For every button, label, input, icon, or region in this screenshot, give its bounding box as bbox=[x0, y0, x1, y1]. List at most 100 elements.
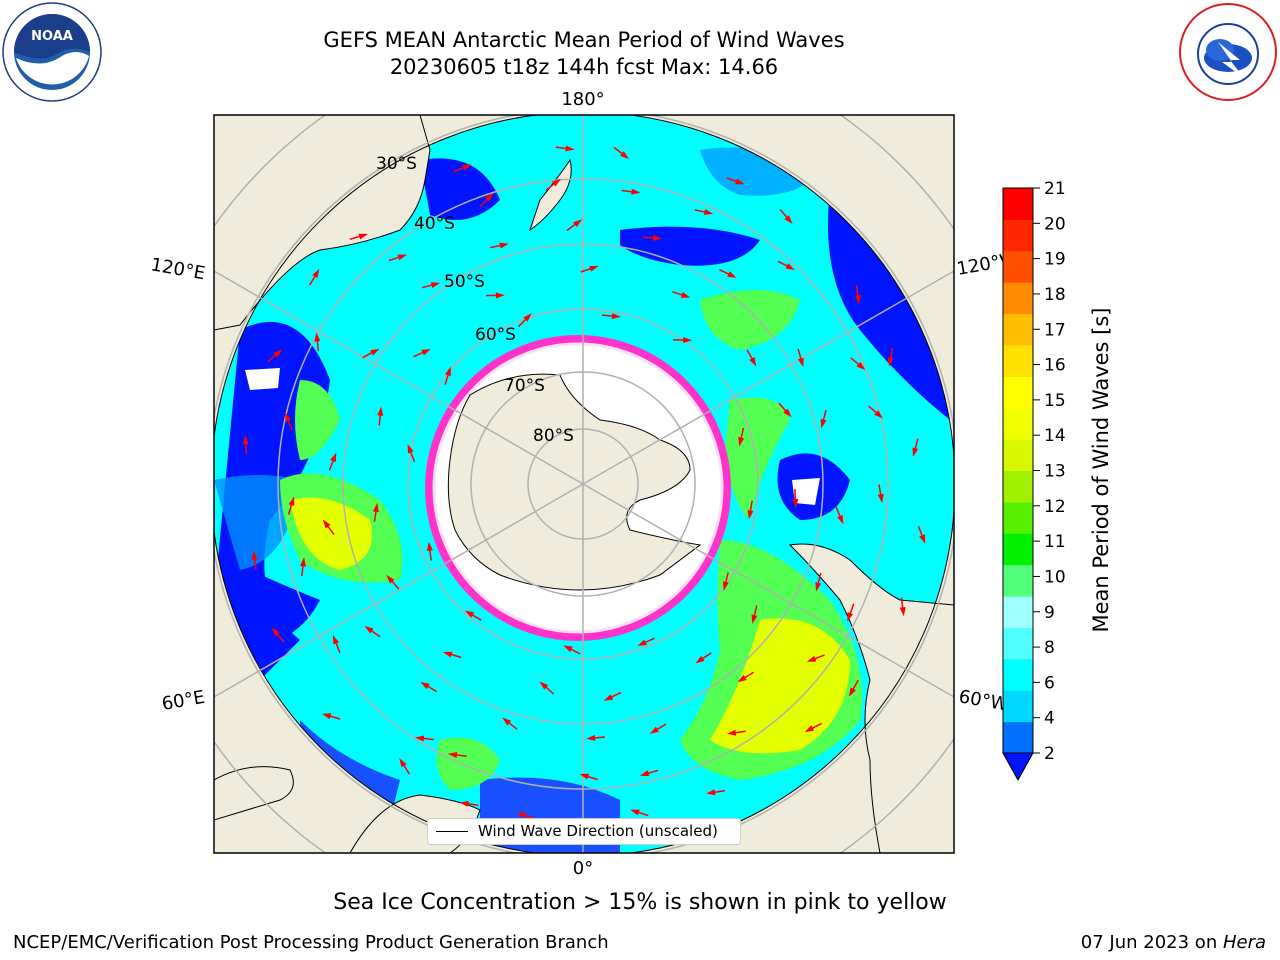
wave-direction-arrowhead bbox=[414, 735, 425, 742]
colorbar-tick-label: 13 bbox=[1044, 462, 1066, 482]
wave-direction-arrowhead bbox=[649, 726, 659, 734]
wave-direction-arrowhead bbox=[516, 812, 527, 819]
wave-direction-arrowhead bbox=[631, 188, 641, 195]
credit-left: NCEP/EMC/Verification Post Processing Pr… bbox=[13, 932, 609, 953]
wave-direction-arrowhead bbox=[447, 752, 458, 758]
chart-subtitle: 20230605 t18z 144h fcst Max: 14.66 bbox=[389, 55, 779, 79]
lon-label-top: 180° bbox=[561, 89, 604, 110]
colorbar-segment bbox=[1003, 219, 1033, 252]
wave-direction-arrowhead bbox=[804, 725, 815, 733]
wave-direction-arrowhead bbox=[426, 541, 433, 551]
wave-direction-arrowhead bbox=[495, 292, 505, 299]
wave-direction-arrowhead bbox=[314, 332, 321, 342]
legend-line-swatch bbox=[436, 831, 468, 832]
colorbar-segment bbox=[1003, 596, 1033, 628]
wave-direction-arrowhead bbox=[653, 234, 663, 241]
wave-direction-arrowhead bbox=[847, 612, 854, 622]
map-frame bbox=[213, 114, 955, 854]
wave-direction-arrowhead bbox=[703, 209, 714, 215]
chart-title: GEFS MEAN Antarctic Mean Period of Wind … bbox=[323, 28, 845, 52]
wave-direction-arrowhead bbox=[330, 452, 337, 463]
wave-direction-arrowhead bbox=[747, 510, 754, 520]
wave-direction-arrowhead bbox=[312, 268, 320, 278]
wave-direction-arrowhead bbox=[502, 717, 512, 726]
wave-direction-arrowhead bbox=[695, 655, 705, 664]
wave-direction-arrowhead bbox=[726, 729, 737, 736]
wave-direction-arrowhead bbox=[579, 773, 590, 780]
colorbar-segment bbox=[1003, 376, 1033, 409]
colorbar-segment bbox=[1003, 470, 1033, 503]
colorbar-tick-label: 15 bbox=[1044, 391, 1066, 411]
wave-direction-arrowhead bbox=[499, 242, 509, 249]
lon-label-bottom: 0° bbox=[573, 858, 593, 879]
colorbar-segment bbox=[1003, 627, 1033, 660]
wave-direction-arrowhead bbox=[462, 164, 472, 171]
wave-direction-arrowhead bbox=[377, 406, 384, 416]
colorbar-segment bbox=[1003, 313, 1033, 346]
wave-direction-arrowhead bbox=[421, 349, 431, 356]
south-america-landmass bbox=[788, 543, 954, 853]
wave-direction-arrowhead bbox=[300, 557, 306, 567]
colorbar-tick-label: 19 bbox=[1044, 250, 1066, 270]
colorbar-tick-label: 17 bbox=[1044, 320, 1066, 340]
colorbar-segment bbox=[1003, 690, 1033, 723]
wave-direction-arrowhead bbox=[322, 519, 331, 529]
wave-direction-arrowhead bbox=[442, 651, 453, 658]
colorbar-segment bbox=[1003, 721, 1033, 754]
credit-date: 07 Jun 2023 on bbox=[1080, 932, 1223, 953]
credit-machine: Hera bbox=[1222, 932, 1266, 953]
wave-direction-arrowhead bbox=[806, 655, 817, 662]
wave-direction-arrowhead bbox=[837, 514, 844, 525]
wave-direction-arrowhead bbox=[820, 418, 827, 429]
wave-direction-arrowhead bbox=[603, 694, 614, 701]
colorbar-segment bbox=[1003, 533, 1033, 566]
lat-label-60s: 60°S bbox=[475, 325, 516, 345]
wave-direction-arrowhead bbox=[586, 735, 596, 741]
wave-direction-arrowhead bbox=[523, 313, 532, 322]
wave-direction-arrowhead bbox=[370, 348, 380, 356]
wave-direction-arrowhead bbox=[552, 178, 561, 187]
sea-ice-footnote: Sea Ice Concentration > 15% is shown in … bbox=[333, 890, 947, 915]
wave-direction-arrowhead bbox=[856, 361, 866, 370]
colorbar-tick-label: 10 bbox=[1044, 567, 1066, 587]
wave-direction-arrowhead bbox=[899, 607, 906, 617]
wave-direction-arrowhead bbox=[630, 809, 640, 816]
wave-direction-arrowhead bbox=[285, 412, 292, 422]
wave-direction-arrowhead bbox=[464, 610, 475, 618]
noaa-logo: NOAA bbox=[2, 2, 102, 102]
lon-label-upper-left: 120°E bbox=[149, 254, 207, 284]
wave-direction-arrowhead bbox=[459, 800, 469, 807]
colorbar-label: Mean Period of Wind Waves [s] bbox=[1089, 308, 1113, 633]
wave-direction-arrowhead bbox=[407, 444, 414, 454]
australia-landmass bbox=[214, 115, 431, 331]
wave-direction-arrowhead bbox=[727, 271, 737, 278]
credit-right: 07 Jun 2023 on Hera bbox=[1081, 932, 1266, 953]
colorbar-tick-label: 2 bbox=[1044, 744, 1055, 764]
wave-direction-arrowhead bbox=[563, 645, 573, 653]
colorbar-tick-label: 16 bbox=[1044, 356, 1066, 376]
lat-label-70s: 70°S bbox=[504, 376, 545, 396]
wave-direction-arrowhead bbox=[737, 674, 747, 683]
wave-direction-arrowhead bbox=[565, 145, 575, 152]
colorbar-segment bbox=[1003, 439, 1033, 471]
colorbar-tick-label: 9 bbox=[1044, 603, 1055, 623]
wave-direction-arrowhead bbox=[420, 681, 430, 690]
wave-direction-arrowhead bbox=[445, 366, 451, 377]
wave-direction-arrowhead bbox=[386, 574, 395, 584]
colorbar-segment bbox=[1003, 658, 1033, 691]
wave-direction-arrowhead bbox=[364, 625, 374, 634]
colorbar-tick-label: 8 bbox=[1044, 638, 1055, 658]
wave-direction-arrowhead bbox=[397, 254, 407, 261]
wave-direction-arrowhead bbox=[797, 357, 804, 368]
wave-direction-arrowhead bbox=[321, 713, 332, 720]
wave-direction-arrowhead bbox=[854, 295, 861, 305]
wave-direction-arrowhead bbox=[358, 233, 369, 240]
svg-text:NOAA: NOAA bbox=[31, 29, 73, 44]
wave-direction-arrowhead bbox=[251, 550, 258, 561]
new-zealand-landmass bbox=[529, 158, 572, 232]
wave-direction-arrowhead bbox=[738, 437, 745, 447]
wave-direction-arrowhead bbox=[706, 789, 716, 796]
colorbar-segment bbox=[1003, 188, 1033, 220]
colorbar-segment bbox=[1003, 501, 1033, 534]
wave-direction-arrowhead bbox=[539, 681, 549, 690]
